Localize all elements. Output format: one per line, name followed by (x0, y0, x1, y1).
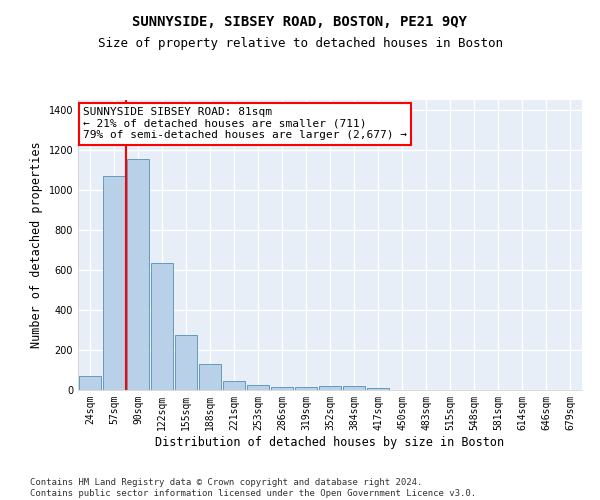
Bar (271, 387, 293, 390)
Y-axis label: Number of detached properties: Number of detached properties (30, 142, 43, 348)
Text: SUNNYSIDE, SIBSEY ROAD, BOSTON, PE21 9QY: SUNNYSIDE, SIBSEY ROAD, BOSTON, PE21 9QY (133, 15, 467, 29)
Bar (199, 364, 221, 390)
X-axis label: Distribution of detached houses by size in Boston: Distribution of detached houses by size … (155, 436, 505, 448)
Bar (343, 386, 365, 390)
Bar (127, 159, 149, 390)
Bar (151, 262, 173, 390)
Bar (295, 387, 317, 390)
Text: Size of property relative to detached houses in Boston: Size of property relative to detached ho… (97, 38, 503, 51)
Bar (319, 386, 341, 390)
Bar (223, 380, 245, 390)
Bar (103, 176, 125, 390)
Bar (79, 376, 101, 390)
Bar (367, 388, 389, 390)
Bar (175, 335, 197, 390)
Bar (247, 384, 269, 390)
Text: SUNNYSIDE SIBSEY ROAD: 81sqm
← 21% of detached houses are smaller (711)
79% of s: SUNNYSIDE SIBSEY ROAD: 81sqm ← 21% of de… (83, 108, 407, 140)
Text: Contains HM Land Registry data © Crown copyright and database right 2024.
Contai: Contains HM Land Registry data © Crown c… (30, 478, 476, 498)
